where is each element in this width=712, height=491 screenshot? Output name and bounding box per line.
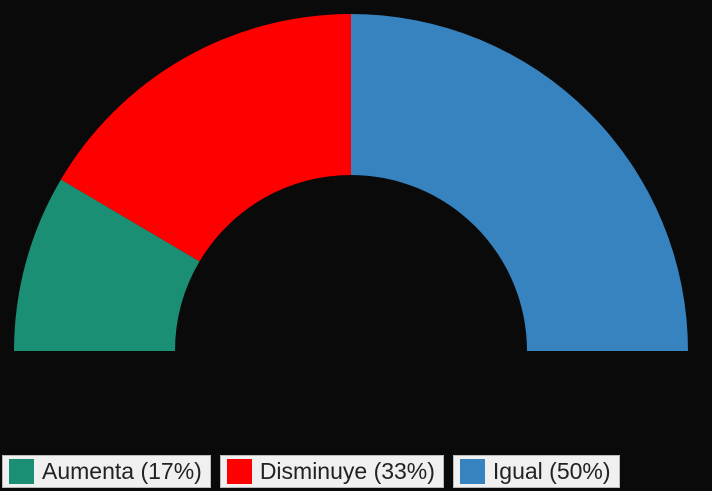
legend-label: Disminuye (33%) bbox=[259, 458, 435, 484]
legend-swatch bbox=[226, 459, 252, 484]
legend: Aumenta (17%) Disminuye (33%) Igual (50%) bbox=[2, 455, 620, 488]
slice bbox=[14, 179, 200, 351]
legend-item: Aumenta (17%) bbox=[2, 455, 211, 488]
plot bbox=[14, 14, 688, 351]
legend-item: Igual (50%) bbox=[452, 455, 620, 488]
slice bbox=[60, 14, 352, 262]
legend-swatch bbox=[9, 459, 34, 484]
slice bbox=[351, 14, 688, 351]
legend-swatch bbox=[459, 459, 485, 484]
legend-label: Aumenta (17%) bbox=[42, 458, 202, 484]
legend-item: Disminuye (33%) bbox=[219, 455, 444, 488]
legend-label: Igual (50%) bbox=[492, 458, 611, 484]
